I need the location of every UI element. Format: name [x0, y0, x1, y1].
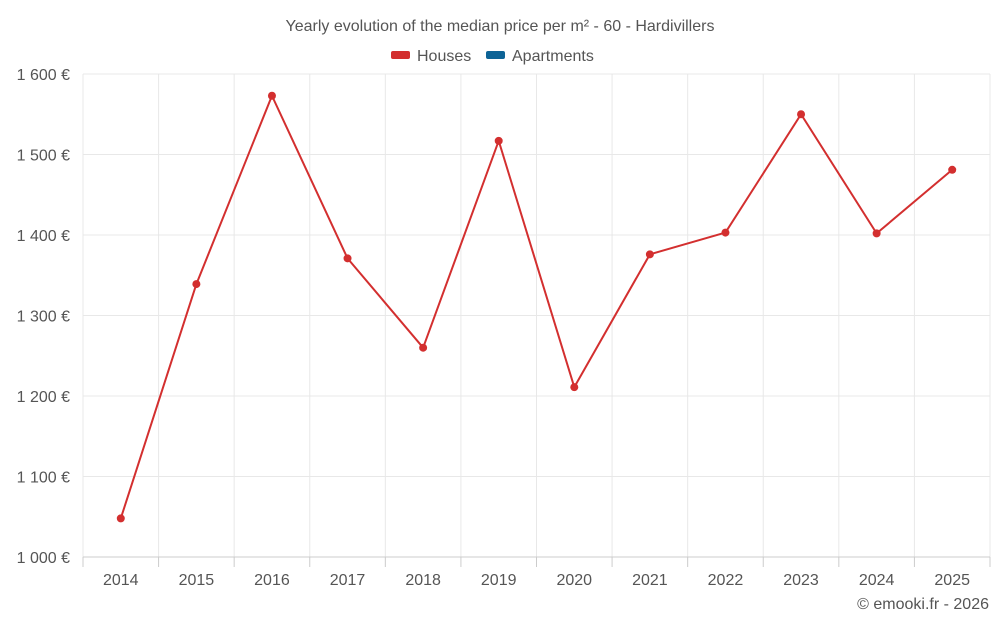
data-point-houses[interactable] [192, 280, 201, 289]
data-point-houses[interactable] [872, 229, 881, 238]
x-tick-label: 2025 [934, 572, 970, 589]
data-point-houses[interactable] [645, 250, 654, 259]
x-tick-label: 2020 [556, 572, 592, 589]
data-point-houses[interactable] [343, 254, 352, 263]
legend-item-houses[interactable]: Houses [391, 48, 471, 65]
legend-label-houses: Houses [417, 48, 471, 65]
legend-item-apartments[interactable]: Apartments [486, 48, 594, 65]
data-point-houses[interactable] [419, 343, 428, 352]
data-point-houses[interactable] [948, 165, 957, 174]
x-tick-label: 2022 [708, 572, 744, 589]
x-tick-label: 2016 [254, 572, 290, 589]
y-axis: 1 000 € 1 100 € 1 200 € 1 300 € 1 400 € 1 500… [17, 67, 70, 567]
x-tick-label: 2021 [632, 572, 668, 589]
x-tick-label: 2019 [481, 572, 517, 589]
y-tick-label: 1 100 € [17, 470, 70, 487]
data-point-houses[interactable] [721, 228, 730, 237]
legend-swatch-apartments [486, 51, 505, 59]
x-tick-label: 2018 [405, 572, 441, 589]
x-axis: 2014 2015 2016 2017 2018 2019 2020 2021 2022 2023… [82, 556, 991, 589]
y-tick-label: 1 500 € [17, 148, 70, 165]
y-tick-label: 1 400 € [17, 228, 70, 245]
x-tick-label: 2014 [103, 572, 139, 589]
data-point-houses[interactable] [494, 136, 503, 145]
data-point-houses[interactable] [267, 91, 276, 100]
legend: Houses Apartments [391, 48, 594, 65]
x-tick-label: 2023 [783, 572, 819, 589]
grid [82, 73, 991, 557]
data-point-houses[interactable] [116, 514, 125, 523]
y-tick-label: 1 300 € [17, 309, 70, 326]
y-tick-label: 1 600 € [17, 67, 70, 84]
legend-swatch-houses [391, 51, 410, 59]
y-tick-label: 1 200 € [17, 389, 70, 406]
legend-label-apartments: Apartments [512, 48, 594, 65]
y-tick-label: 1 000 € [17, 550, 70, 567]
x-tick-label: 2017 [330, 572, 366, 589]
series-layer [116, 91, 957, 523]
x-tick-label: 2015 [179, 572, 215, 589]
credit-text: © emooki.fr - 2026 [857, 596, 989, 613]
data-point-houses[interactable] [570, 383, 579, 392]
chart-title: Yearly evolution of the median price per… [286, 18, 715, 35]
series-line-houses [119, 94, 953, 519]
x-tick-label: 2024 [859, 572, 895, 589]
data-point-houses[interactable] [797, 110, 806, 119]
